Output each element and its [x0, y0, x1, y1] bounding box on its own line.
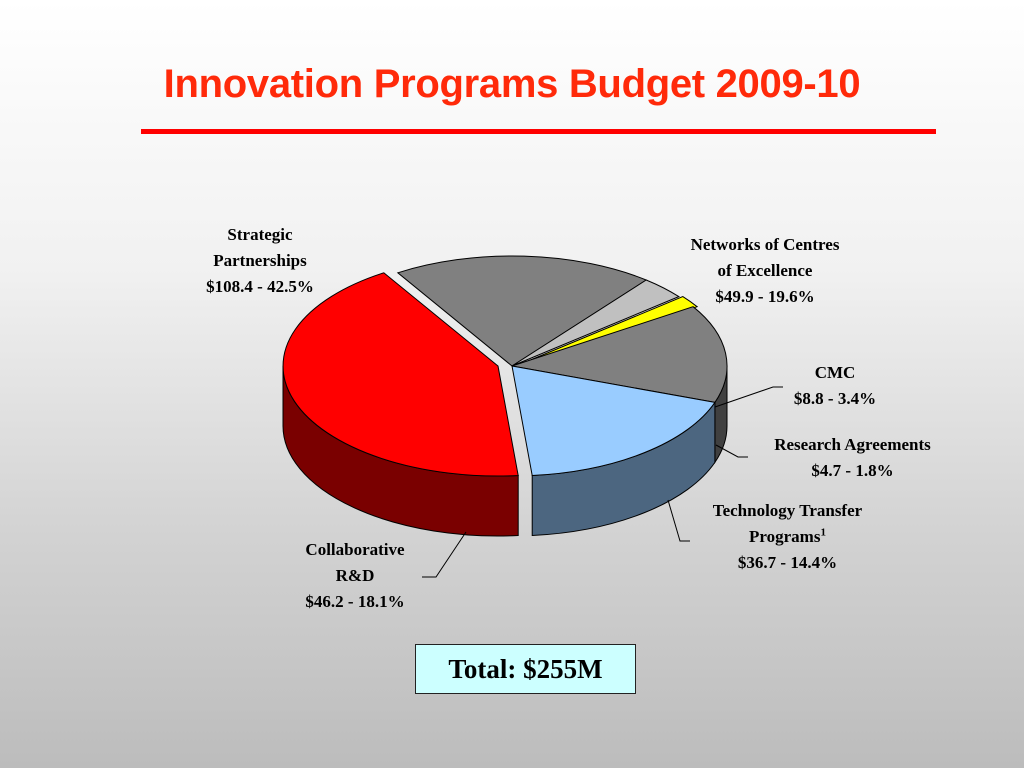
- leader-line-research: [715, 444, 748, 458]
- pie-slice-tech: [511, 306, 728, 403]
- title-underline: [141, 129, 936, 134]
- leader-line-tech: [667, 499, 690, 542]
- pie-slice-collab: [511, 365, 716, 477]
- slide-title: Innovation Programs Budget 2009-10: [163, 62, 861, 106]
- total-box: Total: $255M: [415, 644, 636, 694]
- leader-line-collab: [422, 531, 467, 578]
- label-cmc: CMC $8.8 - 3.4%: [793, 363, 877, 408]
- label-research-agreements: Research Agreements $4.7 - 1.8%: [774, 435, 931, 480]
- pie-slice-nce: [396, 255, 648, 367]
- label-technology-transfer: Technology Transfer Programs1 $36.7 - 14…: [712, 501, 863, 572]
- label-strategic-partnerships: Strategic Partnerships $108.4 - 42.5%: [206, 225, 314, 296]
- pie-slice-strategic: [282, 272, 519, 477]
- pie-slice-cmc: [511, 279, 680, 367]
- leader-line-cmc: [714, 386, 783, 408]
- label-collaborative-rd: Collaborative R&D $46.2 - 18.1%: [305, 540, 405, 611]
- pie-slice-research: [515, 296, 699, 367]
- label-networks-of-centres: Networks of Centres of Excellence $49.9 …: [690, 235, 840, 306]
